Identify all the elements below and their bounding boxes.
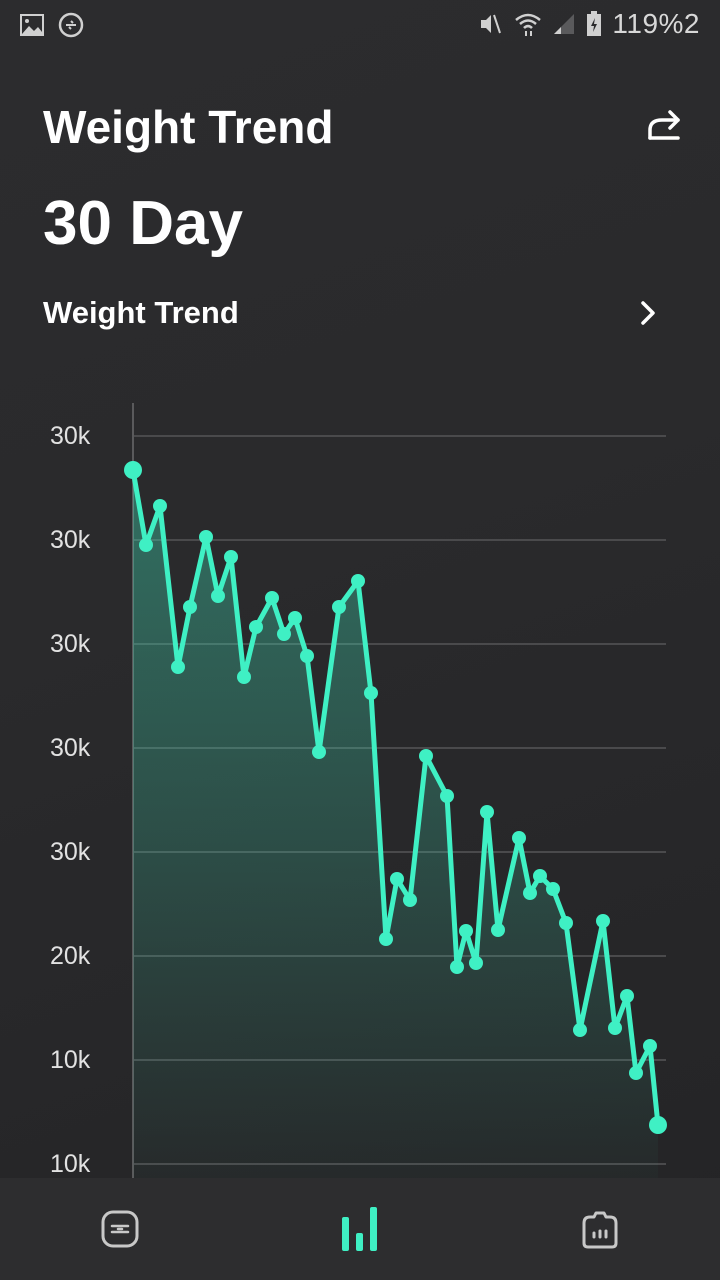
data-point	[403, 893, 417, 907]
wifi-icon	[515, 13, 542, 36]
data-point	[596, 914, 610, 928]
data-point	[491, 923, 505, 937]
data-point	[469, 956, 483, 970]
data-point	[211, 589, 225, 603]
data-saver-icon	[58, 12, 84, 38]
data-point	[332, 600, 346, 614]
log-entry-icon	[101, 1210, 139, 1248]
data-point	[533, 869, 547, 883]
data-point	[450, 960, 464, 974]
data-point	[559, 916, 573, 930]
chart-subtitle: Weight Trend	[43, 295, 239, 330]
battery-icon	[587, 11, 602, 36]
data-point	[649, 1116, 667, 1134]
data-point	[171, 660, 185, 674]
data-point	[124, 461, 142, 479]
data-point	[265, 591, 279, 605]
bar-chart-icon	[342, 1207, 377, 1251]
nav-scale[interactable]	[570, 1199, 630, 1259]
data-point	[379, 932, 393, 946]
data-point	[440, 789, 454, 803]
data-point	[237, 670, 251, 684]
data-point	[288, 611, 302, 625]
share-icon[interactable]	[640, 100, 688, 148]
date-range-label: 30 Day	[43, 189, 243, 258]
y-tick-label: 10k	[50, 1150, 91, 1178]
data-point	[419, 749, 433, 763]
scale-icon	[582, 1211, 618, 1249]
data-point	[629, 1066, 643, 1080]
y-tick-label: 30k	[50, 422, 91, 450]
signal-icon	[554, 14, 575, 34]
area-fill	[133, 470, 658, 1178]
data-point	[620, 989, 634, 1003]
data-point	[390, 872, 404, 886]
data-point	[643, 1039, 657, 1053]
y-tick-label: 30k	[50, 630, 91, 658]
page-title: Weight Trend	[43, 101, 334, 153]
chart-selector-row[interactable]: Weight Trend	[43, 290, 663, 336]
mute-icon	[481, 14, 502, 34]
data-point	[277, 627, 291, 641]
data-point	[480, 805, 494, 819]
data-point	[153, 499, 167, 513]
data-point	[364, 686, 378, 700]
data-point	[512, 831, 526, 845]
data-point	[351, 574, 365, 588]
data-point	[249, 620, 263, 634]
y-tick-label: 10k	[50, 1046, 91, 1074]
data-point	[224, 550, 238, 564]
y-tick-label: 30k	[50, 526, 91, 554]
y-tick-label: 30k	[50, 838, 91, 866]
data-point	[523, 886, 537, 900]
chevron-right-icon[interactable]	[633, 293, 663, 333]
data-point	[546, 882, 560, 896]
data-point	[608, 1021, 622, 1035]
image-icon	[20, 14, 44, 36]
trend-line	[130, 467, 661, 1128]
nav-charts[interactable]	[330, 1199, 390, 1259]
battery-percentage: 119%2	[612, 8, 700, 39]
data-point	[183, 600, 197, 614]
bottom-navigation	[0, 1178, 720, 1280]
y-tick-label: 30k	[50, 734, 91, 762]
status-bar: 119%2	[0, 0, 720, 50]
nav-log-entry[interactable]	[90, 1199, 150, 1259]
data-point	[300, 649, 314, 663]
y-tick-label: 20k	[50, 942, 91, 970]
data-point	[139, 538, 153, 552]
data-point	[459, 924, 473, 938]
data-point	[312, 745, 326, 759]
data-point	[199, 530, 213, 544]
data-point	[573, 1023, 587, 1037]
data-points	[124, 461, 667, 1134]
